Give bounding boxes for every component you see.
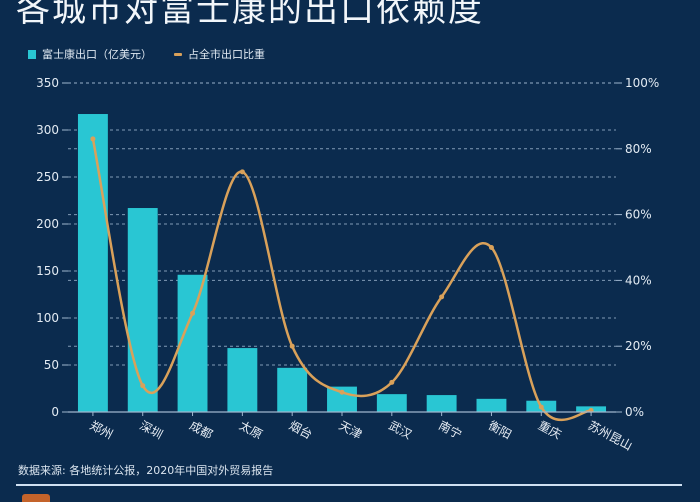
x-tick-label: 成都 xyxy=(187,418,215,442)
x-tick-label: 郑州 xyxy=(88,417,116,442)
x-tick-label: 烟台 xyxy=(287,417,315,442)
left-y-tick: 250 xyxy=(36,170,59,184)
bar xyxy=(227,348,258,412)
line-point xyxy=(439,294,445,300)
left-y-tick: 300 xyxy=(36,123,59,137)
left-y-tick: 200 xyxy=(36,217,59,231)
x-tick-label: 太原 xyxy=(237,417,265,442)
left-y-tick: 100 xyxy=(36,311,59,325)
line-markers xyxy=(90,136,594,413)
left-y-tick: 350 xyxy=(36,76,59,90)
x-tick-label: 苏州昆山 xyxy=(586,418,635,453)
legend-bar-label: 富士康出口（亿美元） xyxy=(42,48,152,61)
right-y-tick: 40% xyxy=(625,273,652,287)
line-point xyxy=(90,136,96,142)
line-point xyxy=(389,379,395,385)
line-point xyxy=(190,310,196,316)
x-tick-label: 深圳 xyxy=(137,418,165,442)
bar-series xyxy=(77,114,607,413)
right-y-tick: 60% xyxy=(625,208,652,222)
bar xyxy=(376,394,407,412)
line-point xyxy=(488,245,494,250)
bar xyxy=(426,395,457,412)
bar xyxy=(127,208,158,412)
data-source: 数据来源: 各地统计公报，2020年中国对外贸易报告 xyxy=(18,464,274,477)
x-tick-label: 武汉 xyxy=(386,418,414,442)
logo-icon xyxy=(22,494,50,502)
left-y-tick: 150 xyxy=(36,264,59,278)
legend-bar-swatch-icon xyxy=(28,49,36,59)
line-series xyxy=(91,138,592,422)
x-tick-label: 南宁 xyxy=(436,417,464,442)
legend: 富士康出口（亿美元） 占全市出口比重 xyxy=(28,46,265,62)
bar xyxy=(476,398,507,412)
line-point xyxy=(339,389,345,395)
x-tick-label: 天津 xyxy=(337,418,365,442)
legend-line-swatch-icon xyxy=(174,52,182,56)
left-y-tick: 50 xyxy=(44,358,59,372)
grid-lines xyxy=(68,82,616,366)
x-tick-label: 重庆 xyxy=(536,418,564,442)
right-y-tick: 80% xyxy=(625,142,652,156)
right-y-tick: 20% xyxy=(625,339,652,353)
line-point xyxy=(140,383,146,389)
combo-chart: 0 50 100 150 200 250 300 350 0% 20% 40% 60% 80% 100%… xyxy=(36,76,659,453)
bar xyxy=(177,274,208,412)
footer-divider xyxy=(16,484,682,486)
line-point xyxy=(239,169,245,175)
right-y-tick: 100% xyxy=(625,76,659,90)
right-y-axis: 0% 20% 40% 60% 80% 100% xyxy=(616,76,659,419)
line-point xyxy=(538,404,544,410)
bar xyxy=(277,367,308,412)
chart-title: 各城市对富士康的出口依赖度 xyxy=(16,0,484,30)
left-y-axis: 0 50 100 150 200 250 300 350 xyxy=(36,76,68,419)
right-y-tick: 0% xyxy=(625,405,644,419)
bar xyxy=(77,114,108,413)
left-y-tick: 0 xyxy=(51,405,59,419)
x-tick-label: 衡阳 xyxy=(486,418,514,442)
legend-line-label: 占全市出口比重 xyxy=(188,48,265,61)
line-point xyxy=(289,343,295,349)
